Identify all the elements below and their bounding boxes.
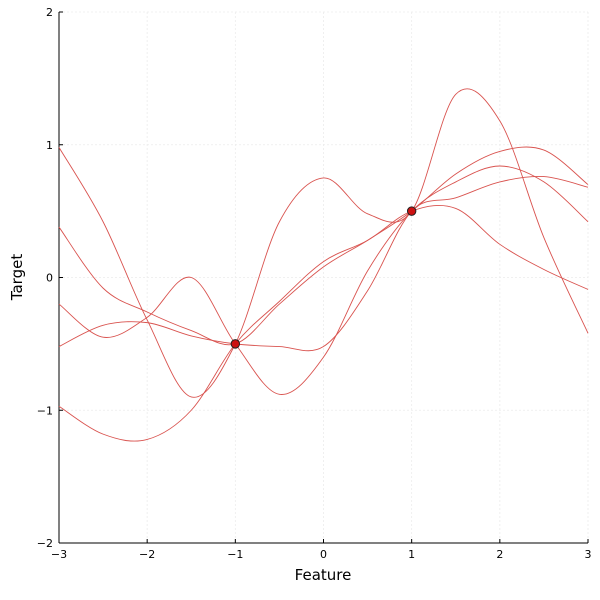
x-tick-label: 0 (320, 548, 327, 561)
y-axis-label: Target (8, 254, 26, 302)
y-tick-label: 2 (46, 6, 53, 19)
x-tick-label: −1 (227, 548, 243, 561)
observation-points (230, 206, 417, 349)
y-tick-label: 1 (46, 139, 53, 152)
sample-lines (58, 88, 589, 442)
sample-line-2 (58, 146, 589, 346)
y-tick-label: −1 (37, 404, 53, 417)
x-tick-label: −3 (51, 548, 67, 561)
x-ticks: −3 −2 −1 0 1 2 3 (51, 539, 592, 561)
y-tick-label: −2 (37, 537, 53, 550)
sample-line-1 (58, 88, 589, 398)
sample-line-5 (58, 205, 589, 442)
observation-point-2 (406, 206, 417, 216)
x-tick-label: 3 (585, 548, 592, 561)
observation-point-1 (230, 339, 241, 349)
sample-line-4 (58, 175, 589, 352)
grid (58, 11, 589, 544)
y-tick-label: 0 (46, 272, 53, 285)
x-tick-label: 2 (496, 548, 503, 561)
x-tick-label: −2 (139, 548, 155, 561)
x-axis-label: Feature (295, 566, 352, 584)
x-tick-label: 1 (408, 548, 415, 561)
sample-line-3 (58, 165, 589, 395)
y-ticks: −2 −1 0 1 2 (37, 6, 63, 550)
